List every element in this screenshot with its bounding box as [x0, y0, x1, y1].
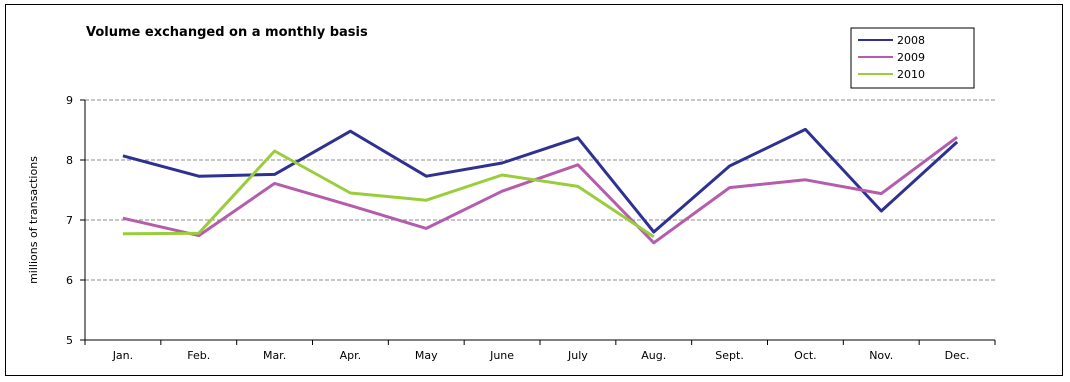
y-tick-labels: 5 6 7 8 9 — [66, 94, 73, 347]
x-tick-label: Apr. — [340, 349, 362, 362]
gridlines — [85, 99, 995, 281]
y-tick-label: 7 — [66, 214, 73, 227]
y-axis-label: millions of transactions — [27, 156, 40, 284]
chart-title: Volume exchanged on a monthly basis — [86, 25, 368, 40]
x-tick-label: May — [415, 349, 438, 362]
series-line-2008 — [122, 127, 959, 234]
series-group — [122, 127, 959, 245]
y-tick-label: 5 — [66, 334, 73, 347]
series-line-2009 — [122, 135, 958, 245]
axes — [80, 99, 996, 345]
y-tick-label: 6 — [66, 274, 73, 287]
x-tick-label: Feb. — [187, 349, 210, 362]
x-tick-label: June — [489, 349, 514, 362]
y-tick-label: 9 — [66, 94, 73, 107]
x-tick-label: Mar. — [263, 349, 286, 362]
legend: 2008 2009 2010 — [850, 27, 975, 89]
legend-label: 2010 — [897, 68, 925, 81]
x-tick-label: Nov. — [869, 349, 893, 362]
x-tick-label: Jan. — [112, 349, 133, 362]
x-tick-label: Dec. — [945, 349, 970, 362]
x-tick-labels: Jan. Feb. Mar. Apr. May June July Aug. Sept. Oct.… — [112, 349, 970, 362]
x-tick-label: July — [567, 349, 588, 362]
legend-label: 2009 — [897, 51, 925, 64]
x-tick-label: Aug. — [641, 349, 666, 362]
x-tick-label: Oct. — [794, 349, 817, 362]
x-tick-label: Sept. — [715, 349, 744, 362]
legend-label: 2008 — [897, 34, 925, 47]
series-line-2010 — [122, 149, 655, 239]
y-tick-label: 8 — [66, 154, 73, 167]
